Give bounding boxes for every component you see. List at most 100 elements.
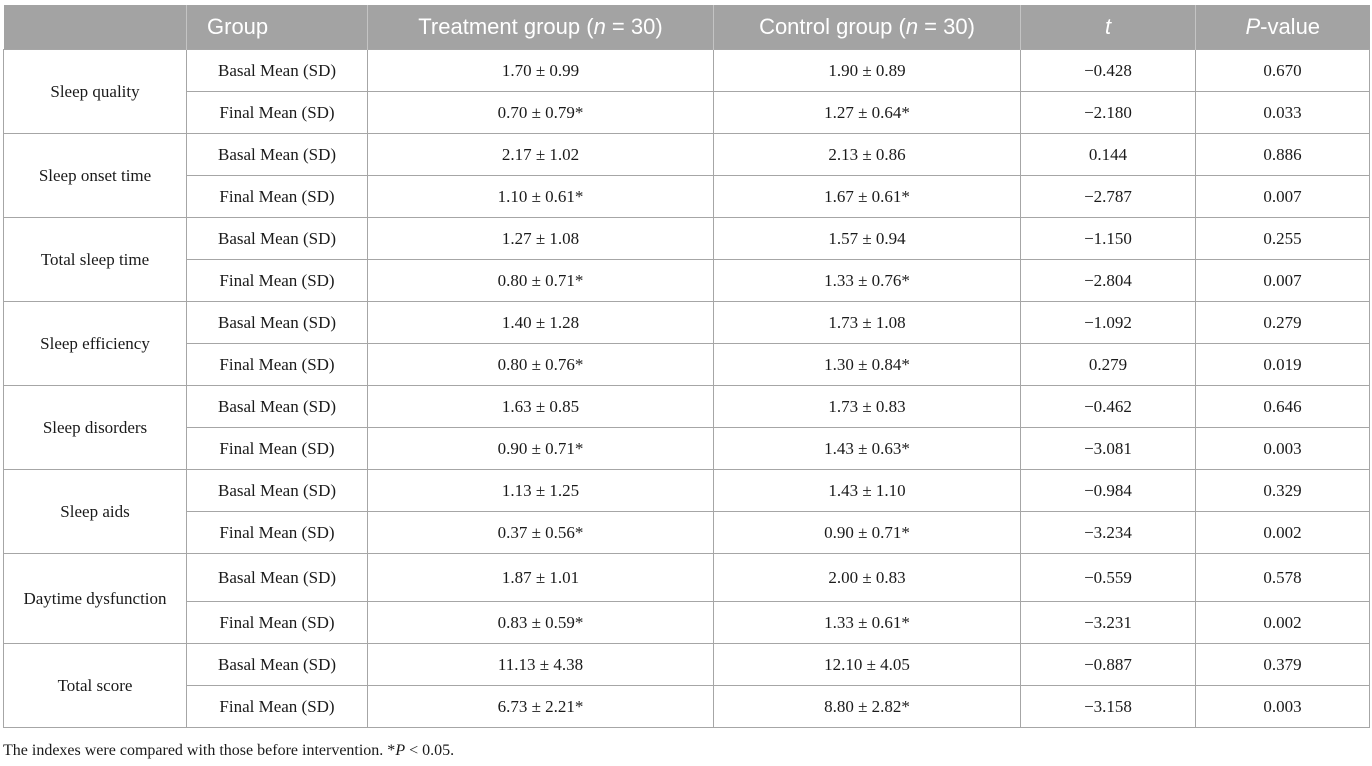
table-row-final: Final Mean (SD) 6.73 ± 2.21* 8.80 ± 2.82* −… [4, 685, 1370, 728]
header-p-rest: -value [1260, 14, 1321, 39]
table-row-final: Final Mean (SD) 1.10 ± 0.61* 1.67 ± 0.61* −… [4, 175, 1370, 218]
sleep-comparison-table: Group Treatment group (n = 30) Control g… [3, 5, 1370, 728]
measure-label: Final Mean (SD) [186, 91, 368, 134]
measure-label: Final Mean (SD) [186, 343, 368, 386]
control-value: 1.30 ± 0.84* [713, 343, 1021, 386]
treatment-value: 1.27 ± 1.08 [367, 217, 714, 260]
treatment-value: 1.63 ± 0.85 [367, 385, 714, 428]
treatment-value: 1.70 ± 0.99 [367, 49, 714, 92]
table-body: Sleep quality Basal Mean (SD) 1.70 ± 0.99 1… [3, 49, 1370, 728]
t-value: 0.279 [1020, 343, 1196, 386]
control-value: 1.57 ± 0.94 [713, 217, 1021, 260]
measure-label: Basal Mean (SD) [186, 49, 368, 92]
p-value: 0.379 [1195, 643, 1370, 686]
header-t: t [1020, 5, 1196, 50]
measure-label: Final Mean (SD) [186, 685, 368, 728]
control-value: 1.90 ± 0.89 [713, 49, 1021, 92]
t-value: −3.231 [1020, 601, 1196, 644]
t-value: −1.150 [1020, 217, 1196, 260]
treatment-value: 0.70 ± 0.79* [367, 91, 714, 134]
treatment-value: 0.83 ± 0.59* [367, 601, 714, 644]
header-row: Group Treatment group (n = 30) Control g… [3, 5, 1370, 50]
p-value: 0.646 [1195, 385, 1370, 428]
treatment-value: 0.80 ± 0.71* [367, 259, 714, 302]
control-value: 0.90 ± 0.71* [713, 511, 1021, 554]
measure-label: Basal Mean (SD) [186, 217, 368, 260]
p-value: 0.033 [1195, 91, 1370, 134]
category-cell: Sleep efficiency [3, 301, 187, 386]
header-control: Control group (n = 30) [713, 5, 1021, 50]
p-value: 0.002 [1195, 601, 1370, 644]
header-p-value: P-value [1195, 5, 1370, 50]
t-value: −3.158 [1020, 685, 1196, 728]
table-row-basal: Sleep efficiency Basal Mean (SD) 1.40 ± 1.… [3, 301, 1370, 386]
t-value: −3.081 [1020, 427, 1196, 470]
control-value: 2.00 ± 0.83 [713, 553, 1021, 602]
measure-label: Basal Mean (SD) [186, 133, 368, 176]
treatment-value: 6.73 ± 2.21* [367, 685, 714, 728]
p-value: 0.255 [1195, 217, 1370, 260]
measure-label: Final Mean (SD) [186, 427, 368, 470]
treatment-value: 2.17 ± 1.02 [367, 133, 714, 176]
t-value: −1.092 [1020, 301, 1196, 344]
p-value: 0.019 [1195, 343, 1370, 386]
table-row-final: Final Mean (SD) 0.83 ± 0.59* 1.33 ± 0.61* −… [4, 601, 1370, 644]
table-row-final: Final Mean (SD) 0.80 ± 0.76* 1.30 ± 0.84* 0… [4, 343, 1370, 386]
footnote-rest: < 0.05. [405, 742, 455, 759]
category-cell: Sleep onset time [3, 133, 187, 218]
treatment-value: 0.90 ± 0.71* [367, 427, 714, 470]
category-cell: Sleep disorders [3, 385, 187, 470]
treatment-value: 11.13 ± 4.38 [367, 643, 714, 686]
measure-label: Final Mean (SD) [186, 175, 368, 218]
measure-label: Basal Mean (SD) [186, 301, 368, 344]
treatment-value: 1.10 ± 0.61* [367, 175, 714, 218]
header-p-italic: P [1245, 14, 1261, 39]
table-row-basal: Daytime dysfunction Basal Mean (SD) 1.87 ±… [3, 553, 1370, 644]
header-treatment: Treatment group (n = 30) [367, 5, 714, 50]
treatment-value: 0.37 ± 0.56* [367, 511, 714, 554]
category-cell: Sleep quality [3, 49, 187, 134]
control-value: 1.43 ± 0.63* [713, 427, 1021, 470]
measure-label: Basal Mean (SD) [186, 643, 368, 686]
t-value: 0.144 [1020, 133, 1196, 176]
p-value: 0.003 [1195, 685, 1370, 728]
control-value: 1.43 ± 1.10 [713, 469, 1021, 512]
p-value: 0.670 [1195, 49, 1370, 92]
control-value: 8.80 ± 2.82* [713, 685, 1021, 728]
treatment-value: 1.13 ± 1.25 [367, 469, 714, 512]
t-value: −2.804 [1020, 259, 1196, 302]
p-value: 0.007 [1195, 259, 1370, 302]
table-footnote: The indexes were compared with those bef… [3, 742, 454, 760]
control-value: 1.73 ± 0.83 [713, 385, 1021, 428]
header-blank [3, 5, 187, 50]
header-control-n: n [905, 14, 919, 39]
measure-label: Basal Mean (SD) [186, 469, 368, 512]
p-value: 0.002 [1195, 511, 1370, 554]
category-cell: Daytime dysfunction [3, 553, 187, 644]
measure-label: Final Mean (SD) [186, 259, 368, 302]
measure-label: Basal Mean (SD) [186, 385, 368, 428]
footnote-p: P [395, 742, 406, 759]
treatment-value: 0.80 ± 0.76* [367, 343, 714, 386]
header-treatment-suffix: = 30) [605, 14, 663, 39]
header-group: Group [186, 5, 368, 50]
p-value: 0.329 [1195, 469, 1370, 512]
header-treatment-n: n [593, 14, 606, 39]
footnote-text: The indexes were compared with those bef… [3, 742, 396, 759]
measure-label: Basal Mean (SD) [186, 553, 368, 602]
measure-label: Final Mean (SD) [186, 511, 368, 554]
control-value: 1.27 ± 0.64* [713, 91, 1021, 134]
p-value: 0.007 [1195, 175, 1370, 218]
t-value: −2.180 [1020, 91, 1196, 134]
control-value: 1.73 ± 1.08 [713, 301, 1021, 344]
p-value: 0.003 [1195, 427, 1370, 470]
table-row-basal: Sleep aids Basal Mean (SD) 1.13 ± 1.25 1.43… [3, 469, 1370, 554]
t-value: −0.559 [1020, 553, 1196, 602]
t-value: −2.787 [1020, 175, 1196, 218]
control-value: 12.10 ± 4.05 [713, 643, 1021, 686]
control-value: 1.33 ± 0.76* [713, 259, 1021, 302]
measure-label: Final Mean (SD) [186, 601, 368, 644]
control-value: 1.67 ± 0.61* [713, 175, 1021, 218]
category-cell: Total sleep time [3, 217, 187, 302]
treatment-value: 1.87 ± 1.01 [367, 553, 714, 602]
